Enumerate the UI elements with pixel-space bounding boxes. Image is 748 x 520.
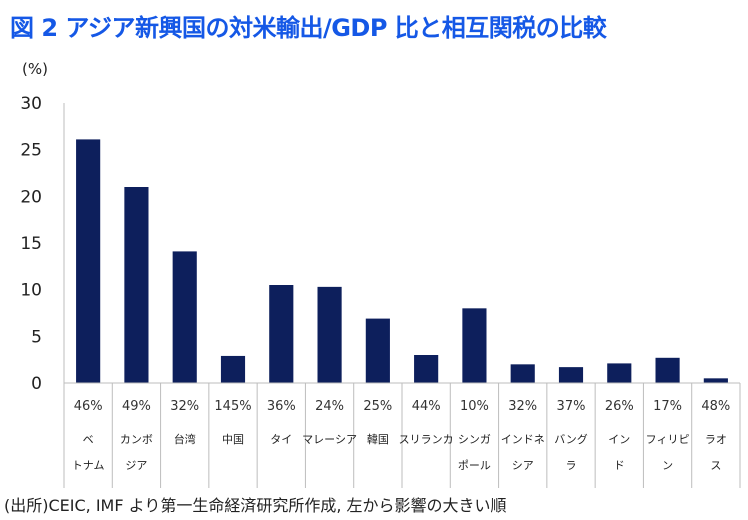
category-label: シンガ	[458, 433, 491, 446]
category-label: マレーシア	[302, 433, 357, 446]
bar	[462, 308, 487, 383]
y-tick-label: 20	[20, 187, 42, 207]
category-label: イン	[608, 433, 630, 446]
bar	[76, 139, 101, 383]
tariff-label: 26%	[605, 399, 634, 414]
category-label: ラオ	[705, 433, 727, 446]
tariff-label: 37%	[557, 399, 586, 414]
category-label: ラ	[566, 459, 577, 472]
y-tick-label: 25	[20, 141, 42, 161]
category-label: インドネ	[501, 433, 545, 446]
bar-chart: 0 5 10 15 20 25 30 46% 49% 32% 145% 36% 24% 25% 44% 10%…	[20, 94, 741, 488]
y-tick-label: 15	[20, 234, 42, 254]
tariff-label: 48%	[701, 399, 730, 414]
tariff-label: 32%	[170, 399, 199, 414]
bar	[365, 318, 390, 383]
source-note: (出所)CEIC, IMF より第一生命経済研究所作成, 左から影響の大きい順	[4, 496, 507, 515]
bar	[510, 364, 535, 383]
y-tick-label: 10	[20, 281, 42, 301]
category-label: ベ	[83, 433, 94, 446]
bar	[558, 367, 584, 383]
y-axis-unit: (%)	[22, 60, 48, 78]
tariff-label: 46%	[74, 399, 103, 414]
bar	[172, 251, 197, 383]
category-label: カンボ	[120, 433, 153, 446]
bar	[269, 285, 294, 383]
tariff-label: 32%	[508, 399, 537, 414]
bar	[607, 363, 632, 383]
bar	[414, 355, 439, 383]
category-label: ポール	[458, 459, 491, 472]
category-label: ス	[710, 459, 721, 472]
bar	[703, 378, 728, 383]
tariff-label: 44%	[412, 399, 441, 414]
category-label: フィリピ	[646, 433, 690, 446]
bar	[124, 187, 149, 383]
tariff-label: 10%	[460, 399, 489, 414]
bar	[655, 357, 680, 383]
bar	[317, 286, 342, 383]
category-label: ド	[614, 459, 625, 472]
y-tick-label: 30	[20, 94, 42, 114]
tariff-label: 17%	[653, 399, 682, 414]
y-tick-label: 5	[31, 327, 42, 347]
category-label: トナム	[72, 459, 105, 472]
category-label: タイ	[270, 433, 292, 446]
tariff-label: 49%	[122, 399, 151, 414]
tariff-label: 36%	[267, 399, 296, 414]
y-tick-label: 0	[31, 374, 42, 394]
tariff-label: 25%	[363, 399, 392, 414]
category-label: スリランカ	[399, 433, 454, 446]
category-label: 韓国	[367, 433, 389, 446]
category-label: ジア	[125, 459, 147, 472]
bar	[220, 355, 246, 383]
tariff-label: 145%	[214, 399, 251, 414]
category-label: 台湾	[174, 432, 196, 446]
chart-title: 図 2 アジア新興国の対米輸出/GDP 比と相互関税の比較	[10, 14, 607, 42]
category-label: バング	[554, 432, 588, 446]
category-label: ン	[662, 459, 673, 472]
category-label: シア	[512, 459, 534, 472]
tariff-label: 24%	[315, 399, 344, 414]
category-label: 中国	[222, 433, 244, 446]
